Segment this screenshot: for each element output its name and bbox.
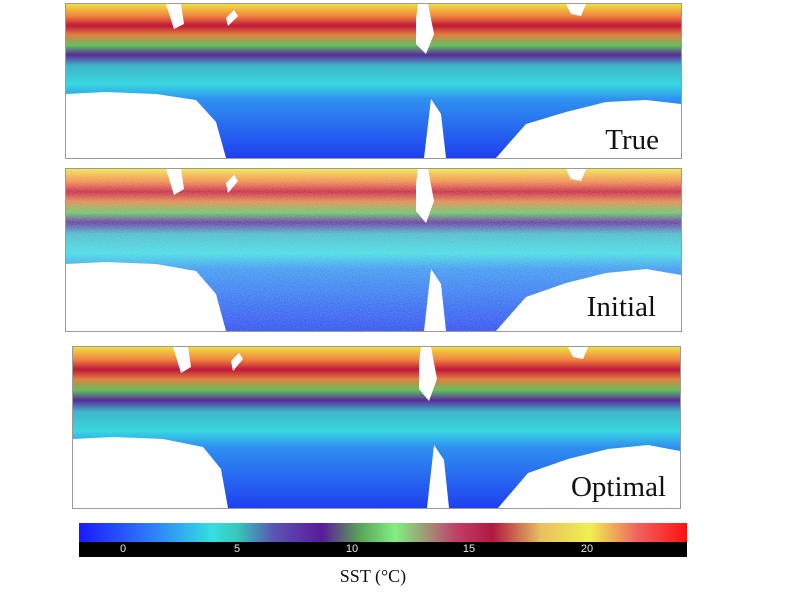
colorbar-tick-label: 15 xyxy=(462,543,476,555)
panel-true: True xyxy=(65,3,682,159)
colorbar-title: SST (°C) xyxy=(0,566,794,587)
colorbar-tick-label: 5 xyxy=(233,543,241,555)
panel-label-optimal: Optimal xyxy=(570,471,666,503)
colorbar-tick-strip xyxy=(79,542,687,557)
sst-map-optimal xyxy=(73,347,680,508)
colorbar-tick-label: 0 xyxy=(119,543,127,555)
sst-colorbar: 0 5 10 15 20 xyxy=(79,523,687,557)
colorbar-title-text: SST (°C) xyxy=(339,566,407,586)
panel-optimal: Optimal xyxy=(72,346,681,509)
colorbar-tick-label: 10 xyxy=(345,543,359,555)
panel-initial: Initial xyxy=(65,168,682,332)
panel-label-initial: Initial xyxy=(586,291,656,323)
colorbar-tick-label: 20 xyxy=(580,543,594,555)
panel-label-true: True xyxy=(605,124,659,156)
sst-map-initial xyxy=(66,169,681,331)
sst-map-true xyxy=(66,4,681,158)
colorbar-gradient xyxy=(79,523,687,542)
